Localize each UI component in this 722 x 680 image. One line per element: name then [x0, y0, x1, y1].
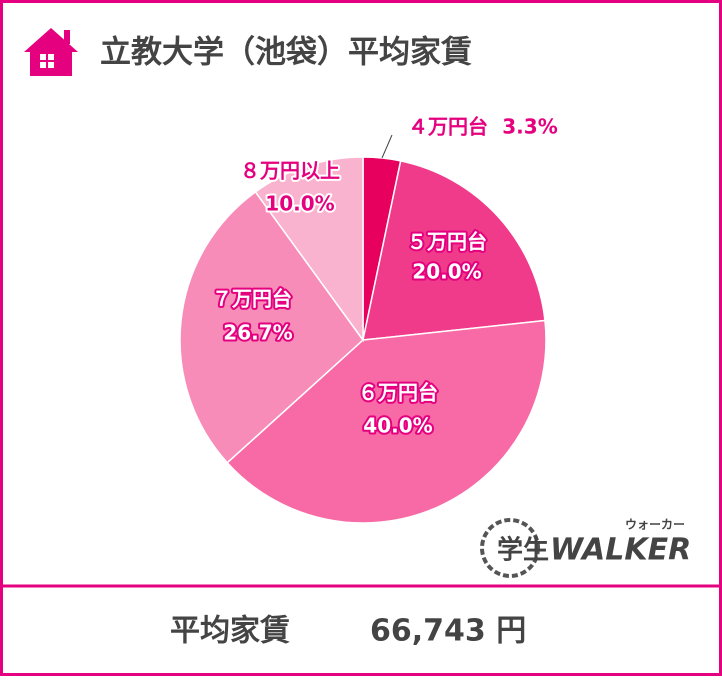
slice-label: ６万円台 [358, 381, 438, 405]
value-label: 20.0% [412, 260, 481, 284]
pie-slice [226, 319, 547, 524]
logo-brand: WALKER [550, 533, 691, 568]
footer-label: 平均家賃 [170, 614, 290, 649]
pie: ４万円台 3.3% ５万円台 20.0% ６万円台 40.0% ７万円台 26.7% ８万円以上… [179, 113, 560, 524]
logo: 学生 WALKER ウォーカー [480, 518, 691, 578]
slice-label: ５万円台 [407, 230, 487, 254]
leader-line [381, 134, 393, 159]
value-label: 3.3% [502, 115, 557, 139]
pie-slice [362, 160, 546, 341]
logo-ruby: ウォーカー [625, 518, 685, 532]
slice-label: ７万円台 [212, 287, 292, 311]
pie-slice [179, 190, 365, 464]
value-label: 10.0% [265, 192, 334, 216]
value-label: 26.7% [223, 321, 292, 345]
house-icon [24, 28, 78, 76]
value-label: 40.0% [363, 414, 432, 438]
slice-label: ８万円以上 [240, 159, 340, 183]
logo-text: 学生 [497, 535, 549, 566]
pie-slice [254, 156, 364, 343]
slice-label: ４万円台 [408, 115, 488, 139]
chart-title: 立教大学（池袋）平均家賃 [100, 35, 472, 71]
footer-value: 66,743 円 [370, 614, 526, 649]
